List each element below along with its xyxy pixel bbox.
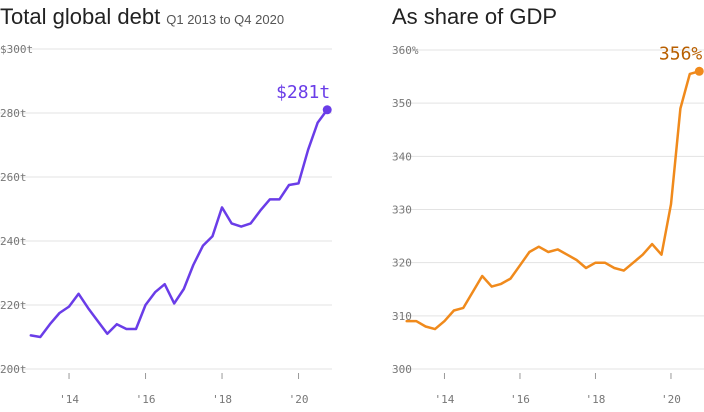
right-chart-y-tick-label: 330 <box>392 204 412 217</box>
left-chart-title: Total global debt Q1 2013 to Q4 2020 <box>0 4 284 30</box>
right-chart-y-tick-label: 350 <box>392 97 412 110</box>
left-chart-x-tick-label: '20 <box>289 393 309 406</box>
right-chart-title-text: As share of GDP <box>392 4 558 29</box>
right-chart-series-line <box>405 70 701 331</box>
left-chart-subtitle: Q1 2013 to Q4 2020 <box>166 12 285 27</box>
right-chart-title: As share of GDP <box>392 4 557 30</box>
left-chart-y-tick-label: 280t <box>0 107 27 120</box>
left-chart-y-tick-label: 260t <box>0 171 27 184</box>
left-chart-y-tick-label: 240t <box>0 235 27 248</box>
left-chart-end-label: $281t <box>276 82 330 103</box>
left-chart-x-tick-label: '16 <box>136 393 156 406</box>
right-chart-end-label: 356% <box>659 43 703 64</box>
left-chart-title-text: Total global debt <box>0 4 161 29</box>
right-chart-x-tick-label: '20 <box>661 393 681 406</box>
right-chart-x-tick-label: '16 <box>510 393 530 406</box>
right-chart-x-tick-label: '14 <box>435 393 455 406</box>
left-chart-y-tick-label: 200t <box>0 363 27 376</box>
left-chart-end-point <box>322 105 332 115</box>
right-chart-panel: As share of GDP 300 310 320 330 340 350 360% '1… <box>352 0 704 412</box>
left-chart-x-tick-label: '14 <box>59 393 79 406</box>
right-chart-y-tick-label: 300 <box>392 363 412 376</box>
left-chart-panel: Total global debt Q1 2013 to Q4 2020 200t… <box>0 4 332 406</box>
right-chart-x-tick-label: '18 <box>586 393 606 406</box>
left-chart-y-tick-label: 220t <box>0 299 27 312</box>
right-chart-svg: 300 310 320 330 340 350 360% '14 '16 '18 '20 356% <box>392 43 704 406</box>
right-chart-end-point <box>694 66 704 76</box>
right-chart-y-tick-label: 340 <box>392 150 412 163</box>
right-chart-y-tick-label: 360% <box>392 44 419 57</box>
left-chart-x-tick-label: '18 <box>212 393 232 406</box>
left-chart-y-tick-label: $300t <box>0 43 33 56</box>
right-chart-y-tick-label: 320 <box>392 257 412 270</box>
left-chart-series-line <box>29 108 329 339</box>
left-chart-svg: 200t 220t 240t 260t 280t $300t '14 '16 '18 '20 $28… <box>0 43 332 406</box>
right-chart-y-tick-label: 310 <box>392 310 412 323</box>
